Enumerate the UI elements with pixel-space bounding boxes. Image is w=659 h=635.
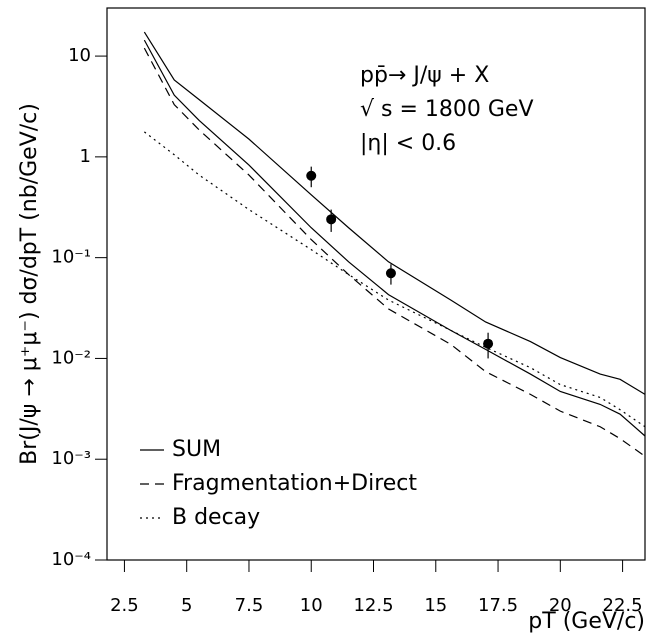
data-point (306, 170, 317, 181)
legend-label: SUM (172, 437, 221, 462)
legend-label: Fragmentation+Direct (172, 471, 417, 496)
annotation: pp̄→ J/ψ + X (360, 63, 489, 88)
x-tick-label: 5 (181, 595, 192, 616)
y-tick-label: 1 (80, 146, 91, 167)
data-point (326, 214, 337, 225)
x-axis-label: pT (GeV/c) (528, 609, 645, 634)
annotation: |η| < 0.6 (360, 131, 456, 156)
y-axis-label: Br(J/ψ → μ⁺μ⁻) dσ/dpT (nb/GeV/c) (17, 103, 42, 465)
x-tick-label: 22.5 (603, 595, 643, 616)
x-tick-label: 12.5 (353, 595, 393, 616)
x-tick-label: 10 (300, 595, 323, 616)
legend-label: B decay (172, 505, 260, 530)
plot-frame (106, 7, 646, 561)
y-tick-label: 10⁻¹ (51, 247, 91, 268)
annotation: √ s = 1800 GeV (360, 97, 534, 122)
data-point (385, 268, 396, 279)
series-line (143, 131, 646, 428)
series-line (143, 39, 646, 437)
y-tick-label: 10⁻³ (51, 448, 91, 469)
series-line (143, 31, 646, 395)
x-tick-label: 20 (549, 595, 572, 616)
y-tick-label: 10⁻⁴ (51, 549, 91, 570)
x-tick-label: 15 (424, 595, 447, 616)
series-line (143, 47, 646, 457)
y-tick-label: 10 (68, 45, 91, 66)
y-tick-label: 10⁻² (51, 347, 91, 368)
data-point (483, 338, 494, 349)
x-tick-label: 7.5 (235, 595, 264, 616)
x-tick-label: 17.5 (478, 595, 518, 616)
x-tick-label: 2.5 (110, 595, 139, 616)
